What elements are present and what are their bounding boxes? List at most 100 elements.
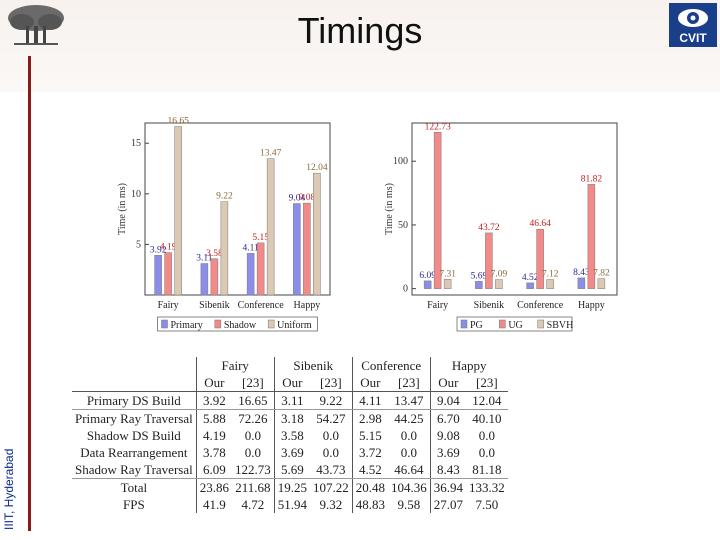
x-tick-label: Happy [294,300,321,311]
bar-shadow [303,202,311,296]
table-cell: 9.22 [309,391,353,410]
subheader-cell: [23] [231,374,275,392]
table-cell: 107.22 [309,478,353,496]
data-label: 4.52 [522,273,539,283]
table-row: Total 23.86 211.68 19.25 107.22 20.48 104.36 36… [72,478,508,496]
plot-frame [144,122,331,296]
bar-pg [423,280,432,289]
bar-pg [475,281,483,289]
table-cell: 6.70 [436,411,460,426]
y-axis-label: Time (in ms) [117,183,128,235]
x-tick-label: Happy [578,300,605,311]
bar-uniform [313,172,321,296]
chart-left: 5 10 15 Time (in ms) Fairy 3.924.19 16.65 Siben… [117,117,331,332]
y-tick-label: 5 [136,239,141,250]
data-label: 3.92 [150,245,167,255]
table-row: Shadow DS Build 4.19 0.0 3.58 0.0 5.15 0.0 9.08… [72,427,508,444]
bar-shadow [164,252,172,296]
table-cell: 3.69 [436,445,460,460]
table-cell: 3.78 [202,445,226,460]
data-label: 4.11 [242,243,259,253]
table-cell: 51.94 [277,497,307,512]
title-band [0,0,720,92]
table-cell: 211.68 [231,478,275,496]
x-tick-label: Conference [517,300,564,311]
table-cell: 4.11 [352,391,388,410]
table-cell: 3.69 [280,445,304,460]
row-label: Data Rearrangement [72,444,197,461]
cvit-logo-text: CVIT [679,31,707,45]
table-cell: 0.0 [231,444,275,461]
data-label: 122.73 [425,122,451,132]
y-tick-label: 15 [131,138,141,149]
x-tick-label: Sibenik [199,300,230,311]
x-tick-label: Fairy [427,300,448,311]
group-header-happy: Happy [451,358,487,373]
data-label: 12.04 [306,163,328,173]
data-label: 8.43 [573,268,590,278]
table-cell: 46.64 [387,461,431,479]
table-cell: 27.07 [433,497,463,512]
y-tick-label: 10 [131,189,141,200]
bar-sbvh [443,279,452,289]
data-label: 3.58 [206,249,223,259]
y-axis-label: Time (in ms) [384,183,395,235]
bar-ug [485,232,493,289]
table-cell: 12.04 [465,391,508,410]
table-cell: 7.50 [475,497,499,512]
table-cell: 5.69 [274,461,310,479]
bar-primary [154,255,162,296]
table-subheader-row: Our [23] Our [23] Our [23] Our [23] [72,374,508,392]
y-tick-label: 100 [393,156,408,167]
table-cell: 9.08 [436,428,460,443]
data-label: 46.64 [529,219,551,229]
group-header-conference: Conference [352,357,431,374]
row-label: FPS [72,496,197,513]
table-cell: 3.92 [196,391,232,410]
side-accent-bar [28,56,31,531]
data-label: 9.08 [299,193,316,203]
subheader-cell: [23] [387,374,431,392]
table-cell: 4.52 [352,461,388,479]
table-cell: 0.0 [478,445,495,460]
legend-label-sbvh: SBVH [547,320,574,331]
group-header-fairy: Fairy [196,357,275,374]
table-row: Primary Ray Traversal 5.88 72.26 3.18 54.27 2… [72,409,508,427]
subheader-cell: Our [196,374,232,392]
data-label: 7.31 [439,269,456,279]
table-cell: 122.73 [231,461,275,479]
subheader-cell: [23] [465,374,508,392]
table-cell: 9.04 [430,391,466,410]
data-label: 9.22 [216,192,233,202]
table-cell: 0.0 [231,427,275,444]
table-cell: 20.48 [355,480,385,495]
row-label: Primary Ray Traversal [72,409,197,427]
bar-primary [293,203,301,296]
subheader-cell: Our [352,374,388,392]
table-cell: 3.18 [280,411,304,426]
subheader-cell: [23] [309,374,353,392]
table-cell: 54.27 [309,409,353,427]
slide-title: Timings [297,10,423,51]
bar-pg [526,282,534,289]
table-cell: 8.43 [430,461,466,479]
row-label: Total [72,478,197,496]
table-cell: 9.58 [387,496,431,513]
bar-primary [246,253,255,296]
table-cell: 41.9 [202,497,226,512]
table-cell: 40.10 [472,411,502,426]
table-cell: 81.18 [465,461,508,479]
x-tick-label: Conference [238,300,285,311]
table-cell: 3.58 [280,428,304,443]
table-row: Primary DS Build 3.92 16.65 3.11 9.22 4.11 13.… [72,391,508,410]
table-cell: 0.0 [387,427,431,444]
table-cell: 6.09 [196,461,232,479]
legend-swatch-primary [161,319,168,329]
table-cell: 3.72 [358,445,382,460]
row-label: Primary DS Build [72,391,197,410]
data-label: 81.82 [581,174,603,184]
bar-uniform [174,126,182,296]
table-cell: 5.88 [202,411,226,426]
table-cell: 0.0 [309,427,353,444]
table-cell: 104.36 [387,478,431,496]
